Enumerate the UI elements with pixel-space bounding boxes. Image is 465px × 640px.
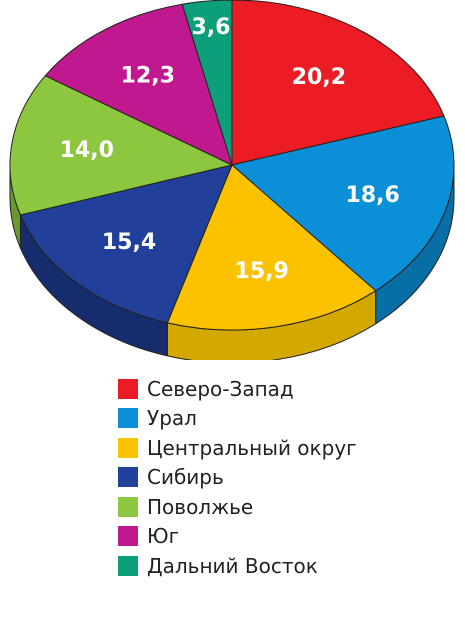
pie-label-урал: 18,6 bbox=[346, 183, 400, 208]
pie-slice-дальний-восток bbox=[181, 0, 233, 166]
pie-label-дальний-восток: 3,6 bbox=[192, 15, 231, 40]
pie-slice-сибирь bbox=[19, 164, 233, 324]
legend-item-юг: Юг bbox=[118, 522, 357, 552]
pie-slice-урал bbox=[231, 115, 455, 292]
legend-label: Поволжье bbox=[147, 494, 254, 519]
legend-label: Центральный округ bbox=[147, 435, 357, 460]
legend-item-поволжье: Поволжье bbox=[118, 492, 357, 522]
legend-swatch bbox=[118, 378, 138, 399]
legend-swatch bbox=[118, 408, 138, 429]
legend-label: Дальний Восток bbox=[147, 553, 318, 578]
pie-label-центральный-округ: 15,9 bbox=[235, 259, 289, 284]
legend-label: Сибирь bbox=[147, 465, 224, 490]
legend-item-сибирь: Сибирь bbox=[118, 463, 357, 493]
legend-item-дальний-восток: Дальний Восток bbox=[118, 551, 357, 581]
pie-label-поволжье: 14,0 bbox=[60, 138, 114, 163]
legend-swatch bbox=[118, 437, 138, 458]
legend-swatch bbox=[118, 555, 138, 576]
legend-item-урал: Урал bbox=[118, 404, 357, 434]
pie-value-labels: 20,2 18,6 15,9 15,4 14,0 12,3 3,6 bbox=[60, 15, 400, 284]
pie-chart: 20,2 18,6 15,9 15,4 14,0 12,3 3,6 bbox=[9, 0, 455, 360]
pie-slice-юг bbox=[44, 3, 233, 166]
legend-label: Урал bbox=[147, 406, 197, 431]
pie-label-северо-запад: 20,2 bbox=[292, 65, 346, 90]
legend-swatch bbox=[118, 526, 138, 547]
pie-slice-центральный-округ bbox=[166, 164, 377, 331]
pie-label-юг: 12,3 bbox=[121, 63, 175, 88]
legend-item-северо-запад: Северо-Запад bbox=[118, 374, 357, 404]
legend-swatch bbox=[118, 467, 138, 488]
pie-top-slices bbox=[9, 0, 455, 331]
legend-label: Северо-Запад bbox=[147, 376, 294, 401]
legend-label: Юг bbox=[147, 524, 180, 549]
legend-swatch bbox=[118, 496, 138, 517]
pie-slice-северо-запад bbox=[231, 0, 445, 166]
legend: Северо-Запад Урал Центральный округ Сибирь П… bbox=[118, 374, 357, 581]
legend-item-центральный-округ: Центральный округ bbox=[118, 433, 357, 463]
pie-label-сибирь: 15,4 bbox=[102, 230, 156, 255]
pie-slice-поволжье bbox=[9, 75, 233, 216]
